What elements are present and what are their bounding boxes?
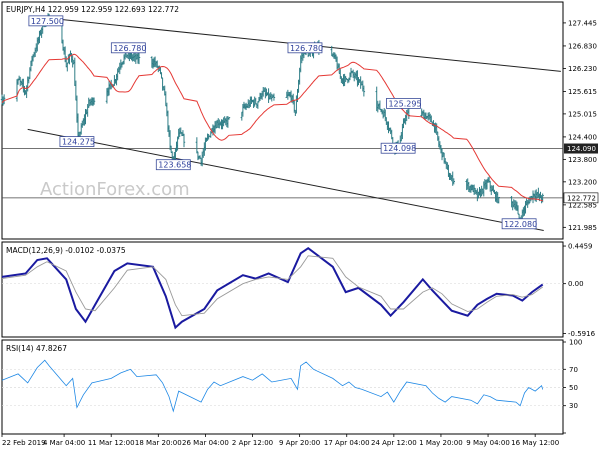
price-annotation: 124.275 bbox=[59, 136, 95, 147]
price-annotation-box bbox=[380, 142, 416, 154]
price-annotation-label: 123.658 bbox=[158, 161, 191, 170]
price-annotation: 124.098 bbox=[380, 142, 416, 154]
price-y-tick-label: 127.445 bbox=[568, 19, 597, 27]
price-annotation-label: 124.098 bbox=[383, 144, 416, 153]
price-annotation: 126.780 bbox=[287, 42, 323, 54]
rsi-y-tick-label: 70 bbox=[569, 366, 578, 374]
price-annotation: 126.780 bbox=[110, 42, 146, 54]
price-annotation-label: 125.295 bbox=[388, 99, 421, 108]
time-tick-label: 11 Mar 12:00 bbox=[88, 439, 135, 447]
price-annotation-label: 122.080 bbox=[504, 220, 537, 229]
price-annotation-label: 126.780 bbox=[290, 44, 323, 53]
price-bar bbox=[182, 133, 186, 148]
price-annotation-box bbox=[386, 98, 421, 109]
price-y-tick-label: 125.615 bbox=[568, 88, 597, 96]
price-annotations: 127.500 126.780 126.780 124.275 123.658 124.0… bbox=[28, 15, 537, 230]
macd-y-tick-label: 0.00 bbox=[568, 280, 584, 288]
time-tick-label: 26 Mar 04:00 bbox=[182, 439, 229, 447]
time-tick-label: 9 May 04:00 bbox=[466, 439, 510, 447]
rsi-panel-frame bbox=[1, 339, 564, 435]
time-tick-label: 22 Feb 2019 bbox=[2, 439, 46, 447]
price-annotation-label: 126.780 bbox=[113, 44, 146, 53]
watermark: ActionForex.com bbox=[40, 179, 190, 200]
price-bar bbox=[137, 52, 141, 65]
price-axis-marker-box bbox=[564, 143, 598, 154]
price-y-tick-label: 125.015 bbox=[568, 110, 597, 118]
rsi-lines bbox=[1, 359, 544, 413]
price-trendline bbox=[27, 128, 544, 232]
price-annotation: 122.080 bbox=[501, 218, 537, 230]
price-y-tick-label: 121.985 bbox=[568, 224, 597, 232]
price-annotation: 123.658 bbox=[155, 159, 191, 171]
price-axis-marker: 122.772 bbox=[563, 192, 599, 204]
price-moving-average bbox=[1, 53, 543, 202]
rsi-y-tick-label: 100 bbox=[569, 339, 582, 347]
price-annotation: 127.500 bbox=[28, 15, 64, 27]
price-bar bbox=[92, 97, 96, 105]
rsi-header: RSI(14) 47.8267 bbox=[6, 344, 67, 353]
price-annotation-box bbox=[287, 42, 323, 54]
price-axis-marker-box bbox=[563, 192, 599, 204]
time-tick-label: 16 May 12:00 bbox=[511, 439, 559, 447]
macd-y-tick-label: 0.4459 bbox=[568, 243, 593, 251]
time-tick-label: 9 Apr 20:00 bbox=[279, 439, 320, 447]
price-bar bbox=[272, 93, 276, 101]
price-panel-frame bbox=[1, 1, 564, 240]
price-annotation-box bbox=[28, 15, 64, 27]
price-annotation-box bbox=[110, 42, 146, 54]
price-y-tick-label: 123.200 bbox=[568, 178, 597, 186]
price-ma-line bbox=[1, 53, 543, 202]
price-axis-marker-label: 122.772 bbox=[567, 194, 596, 202]
price-annotation-label: 127.500 bbox=[31, 17, 64, 26]
price-horizontal-lines bbox=[2, 148, 563, 199]
price-annotation-box bbox=[59, 136, 95, 147]
price-bar bbox=[227, 117, 231, 120]
price-annotation-box bbox=[155, 159, 191, 171]
time-tick-label: 18 Mar 20:00 bbox=[135, 439, 182, 447]
price-annotation-box bbox=[501, 218, 537, 230]
time-tick-label: 1 May 20:00 bbox=[419, 439, 463, 447]
macd-y-tick-label: -0.5916 bbox=[568, 330, 596, 338]
rsi-y-tick-label: 50 bbox=[569, 384, 578, 392]
macd-panel-frame bbox=[1, 241, 564, 338]
time-tick-label: 24 Apr 12:00 bbox=[371, 439, 417, 447]
price-y-tick-label: 126.230 bbox=[568, 65, 597, 73]
rsi-y-tick-label: 30 bbox=[569, 402, 578, 410]
time-tick-label: 4 Mar 04:00 bbox=[43, 439, 85, 447]
rsi-axis: 100 70 50 30 bbox=[563, 339, 582, 434]
price-y-tick-label: 123.800 bbox=[568, 156, 597, 164]
price-y-tick-label: 124.400 bbox=[568, 133, 597, 141]
price-bar bbox=[452, 178, 455, 185]
price-annotation-label: 124.275 bbox=[62, 138, 95, 147]
price-axis: 127.445 126.830 126.230 125.615 125.015 124.4… bbox=[563, 19, 599, 232]
price-axis-marker-label: 124.090 bbox=[567, 145, 596, 153]
price-y-tick-label: 126.830 bbox=[568, 42, 597, 50]
price-annotation: 125.295 bbox=[386, 98, 422, 109]
macd-axis: 0.4459 0.00 -0.5916 bbox=[563, 243, 596, 338]
price-bar bbox=[497, 196, 500, 204]
price-bar bbox=[362, 85, 366, 97]
rsi-levels bbox=[2, 368, 563, 407]
price-header: EURJPY,H4 122.959 122.959 122.693 122.77… bbox=[6, 5, 179, 14]
price-axis-marker: 124.090 bbox=[564, 143, 598, 154]
price-y-tick-label: 122.585 bbox=[568, 201, 597, 209]
macd-lines bbox=[1, 246, 544, 330]
rsi-series-line bbox=[1, 359, 544, 413]
time-tick-label: 2 Apr 12:00 bbox=[232, 439, 273, 447]
macd-header: MACD(12,26,9) -0.0102 -0.0375 bbox=[6, 246, 126, 255]
time-tick-label: 17 Apr 04:00 bbox=[324, 439, 370, 447]
macd-series-signal bbox=[1, 255, 543, 317]
